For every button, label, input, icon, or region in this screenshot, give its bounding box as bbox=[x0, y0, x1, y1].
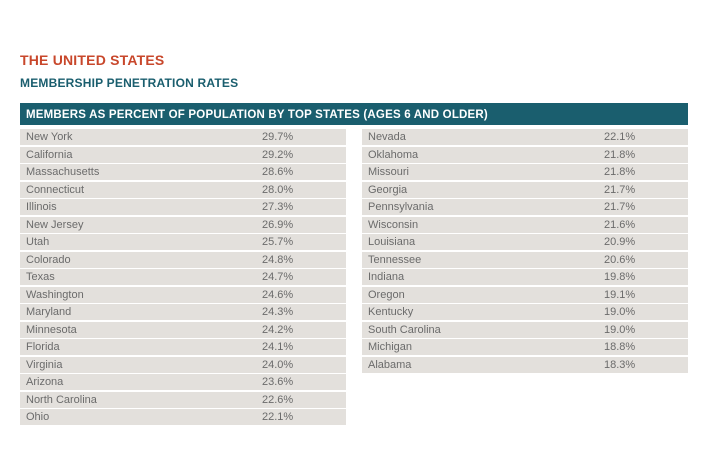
state-name: Massachusetts bbox=[26, 166, 100, 178]
state-percentage: 19.1% bbox=[604, 288, 636, 301]
state-name: Colorado bbox=[26, 253, 71, 266]
table-column-left: New York 29.7% California 29.2% Massachusett… bbox=[20, 129, 346, 427]
state-name: California bbox=[26, 148, 73, 161]
state-name: North Carolina bbox=[26, 393, 97, 406]
state-percentage: 27.3% bbox=[262, 201, 294, 213]
state-percentage: 19.0% bbox=[604, 323, 636, 336]
table-row: North Carolina 22.6% bbox=[20, 391, 346, 408]
table-row: Georgia 21.7% bbox=[362, 181, 688, 198]
table-row: Kentucky 19.0% bbox=[362, 304, 688, 320]
state-name: Alabama bbox=[368, 358, 412, 371]
state-name: South Carolina bbox=[368, 323, 441, 336]
table-row: Maryland 24.3% bbox=[20, 304, 346, 320]
state-percentage: 21.7% bbox=[604, 201, 636, 213]
page-title: THE UNITED STATES bbox=[20, 52, 165, 68]
state-name: Kentucky bbox=[368, 306, 414, 318]
state-name: Florida bbox=[26, 341, 60, 353]
state-percentage: 19.8% bbox=[604, 271, 636, 283]
table-row: Minnesota 24.2% bbox=[20, 321, 346, 338]
state-percentage: 22.1% bbox=[262, 411, 294, 423]
table-row: Oklahoma 21.8% bbox=[362, 146, 688, 163]
state-percentage: 24.7% bbox=[262, 271, 294, 283]
state-percentage: 19.0% bbox=[604, 306, 636, 318]
state-percentage: 28.6% bbox=[262, 166, 294, 178]
state-percentage: 24.8% bbox=[262, 253, 294, 266]
state-percentage: 20.6% bbox=[604, 253, 636, 266]
state-percentage: 23.6% bbox=[262, 376, 294, 388]
state-name: Utah bbox=[26, 236, 50, 248]
state-percentage: 22.1% bbox=[604, 131, 636, 143]
state-percentage: 22.6% bbox=[262, 393, 294, 406]
state-name: Wisconsin bbox=[368, 218, 419, 231]
state-name: Texas bbox=[26, 271, 55, 283]
table-row: Colorado 24.8% bbox=[20, 251, 346, 268]
state-percentage: 21.6% bbox=[604, 218, 636, 231]
state-name: Tennessee bbox=[368, 253, 422, 266]
table-row: Louisiana 20.9% bbox=[362, 234, 688, 250]
table-column-right: Nevada 22.1% Oklahoma 21.8% Missouri 21.8% Geo… bbox=[362, 129, 688, 374]
page-subtitle: MEMBERSHIP PENETRATION RATES bbox=[20, 76, 239, 90]
table-row: Pennsylvania 21.7% bbox=[362, 199, 688, 215]
state-percentage: 26.9% bbox=[262, 218, 294, 231]
state-name: Georgia bbox=[368, 183, 408, 196]
table-row: Alabama 18.3% bbox=[362, 356, 688, 373]
table-row: Arizona 23.6% bbox=[20, 374, 346, 390]
state-percentage: 29.7% bbox=[262, 131, 294, 143]
state-percentage: 25.7% bbox=[262, 236, 294, 248]
state-percentage: 24.6% bbox=[262, 288, 294, 301]
table-row: Connecticut 28.0% bbox=[20, 181, 346, 198]
table-row: South Carolina 19.0% bbox=[362, 321, 688, 338]
table-row: Virginia 24.0% bbox=[20, 356, 346, 373]
state-percentage: 21.8% bbox=[604, 148, 636, 161]
table-row: Nevada 22.1% bbox=[362, 129, 688, 145]
state-name: Michigan bbox=[368, 341, 413, 353]
table-row: Indiana 19.8% bbox=[362, 269, 688, 285]
table-row: New Jersey 26.9% bbox=[20, 216, 346, 233]
state-percentage: 24.2% bbox=[262, 323, 294, 336]
state-name: Washington bbox=[26, 288, 84, 301]
table-row: Florida 24.1% bbox=[20, 339, 346, 355]
state-percentage: 29.2% bbox=[262, 148, 294, 161]
state-percentage: 24.3% bbox=[262, 306, 294, 318]
state-name: Ohio bbox=[26, 411, 50, 423]
state-percentage: 20.9% bbox=[604, 236, 636, 248]
state-percentage: 21.7% bbox=[604, 183, 636, 196]
state-name: New Jersey bbox=[26, 218, 84, 231]
state-percentage: 24.1% bbox=[262, 341, 294, 353]
state-name: Arizona bbox=[26, 376, 64, 388]
state-name: Missouri bbox=[368, 166, 409, 178]
state-name: Oklahoma bbox=[368, 148, 419, 161]
table-row: Missouri 21.8% bbox=[362, 164, 688, 180]
table-row: Massachusetts 28.6% bbox=[20, 164, 346, 180]
table-row: Utah 25.7% bbox=[20, 234, 346, 250]
state-name: Maryland bbox=[26, 306, 72, 318]
state-percentage: 18.8% bbox=[604, 341, 636, 353]
table-row: Oregon 19.1% bbox=[362, 286, 688, 303]
state-percentage: 28.0% bbox=[262, 183, 294, 196]
state-percentage: 21.8% bbox=[604, 166, 636, 178]
table-row: New York 29.7% bbox=[20, 129, 346, 145]
state-name: Connecticut bbox=[26, 183, 85, 196]
table-row: Michigan 18.8% bbox=[362, 339, 688, 355]
state-percentage: 18.3% bbox=[604, 358, 636, 371]
table-row: Washington 24.6% bbox=[20, 286, 346, 303]
table-row: Texas 24.7% bbox=[20, 269, 346, 285]
state-name: Illinois bbox=[26, 201, 57, 213]
state-name: Nevada bbox=[368, 131, 406, 143]
state-name: Oregon bbox=[368, 288, 405, 301]
state-name: Virginia bbox=[26, 358, 63, 371]
state-name: Louisiana bbox=[368, 236, 416, 248]
table-banner: MEMBERS AS PERCENT OF POPULATION BY TOP … bbox=[20, 103, 688, 125]
table-row: Wisconsin 21.6% bbox=[362, 216, 688, 233]
table-row: California 29.2% bbox=[20, 146, 346, 163]
state-name: Indiana bbox=[368, 271, 405, 283]
state-name: Pennsylvania bbox=[368, 201, 434, 213]
state-name: Minnesota bbox=[26, 323, 77, 336]
table-row: Tennessee 20.6% bbox=[362, 251, 688, 268]
table-row: Ohio 22.1% bbox=[20, 409, 346, 425]
table-row: Illinois 27.3% bbox=[20, 199, 346, 215]
state-percentage: 24.0% bbox=[262, 358, 294, 371]
state-name: New York bbox=[26, 131, 73, 143]
